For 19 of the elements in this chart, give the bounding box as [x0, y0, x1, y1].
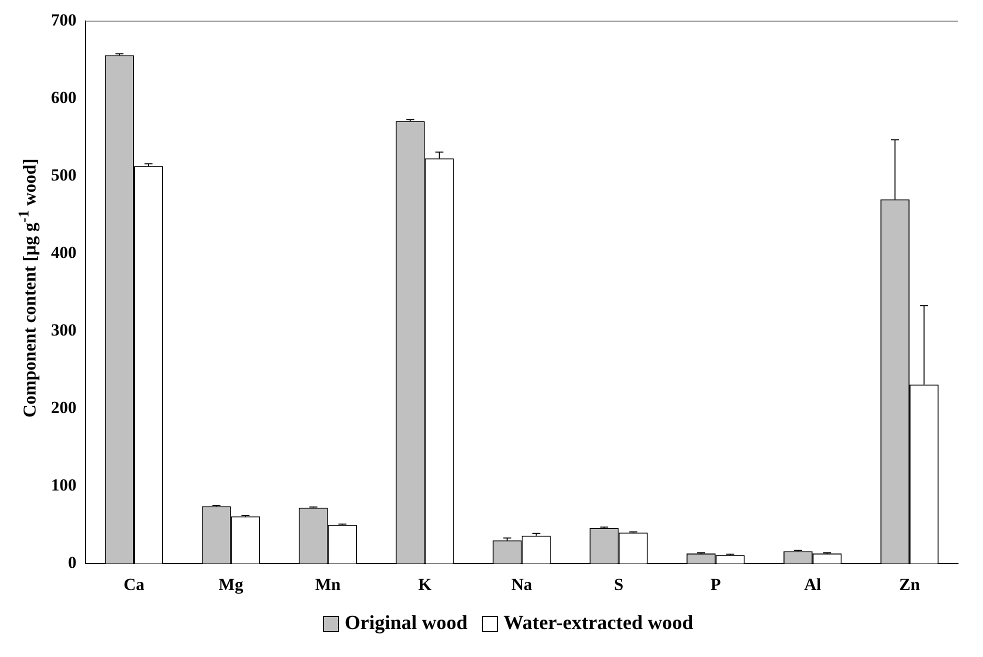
x-tick-label: Mg [218, 575, 244, 594]
y-tick-label: 200 [51, 398, 76, 418]
y-tick-label: 600 [51, 88, 76, 108]
y-tick-label: 100 [51, 476, 76, 495]
x-tick-label: Al [804, 575, 822, 594]
y-tick-label: 300 [51, 320, 76, 340]
x-tick-label: S [614, 575, 624, 594]
x-tick-label: P [710, 575, 721, 594]
legend-label: Original wood [344, 612, 468, 635]
x-tick-label: Mn [315, 575, 342, 594]
y-tick-label: 400 [51, 243, 76, 262]
x-tick-label: Zn [899, 575, 920, 594]
y-tick-label: 500 [51, 166, 76, 185]
text: Water-extracted wood [504, 612, 694, 635]
x-tick-label: Na [511, 575, 533, 594]
x-tick-label: Ca [124, 575, 145, 594]
y-tick-label: 700 [51, 10, 76, 30]
y-tick-label: 0 [68, 552, 76, 572]
x-tick-label: K [418, 575, 432, 594]
